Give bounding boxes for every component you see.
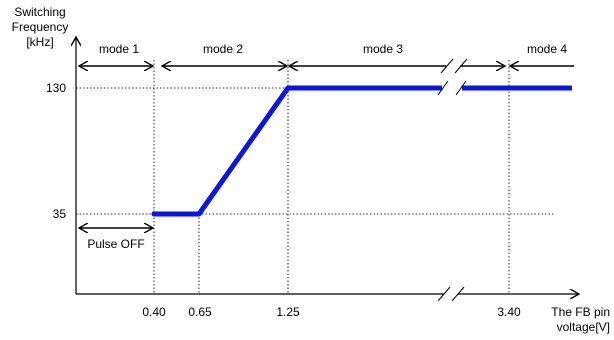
x-tick-label: 3.40	[497, 305, 521, 319]
y-axis-label-line-3: [kHz]	[26, 35, 53, 49]
x-tick-label: 0.65	[188, 305, 212, 319]
frequency-point	[507, 86, 512, 91]
x-axis-break-gap	[444, 287, 458, 301]
frequency-point	[152, 212, 157, 217]
guide-lines	[76, 60, 554, 294]
frequency-point	[197, 212, 202, 217]
mode-4-label: mode 4	[527, 42, 567, 56]
y-tick-label: 130	[46, 81, 66, 95]
x-tick-label: 0.40	[142, 305, 166, 319]
frequency-line-segment	[199, 88, 288, 214]
frequency-point	[286, 86, 291, 91]
x-axis-label-line-1: The FB pin	[551, 305, 610, 319]
mode-2-label: mode 2	[203, 42, 243, 56]
x-axis-label-line-2: voltage[V]	[557, 320, 610, 334]
y-axis-label-line-1: Switching	[14, 5, 65, 19]
y-axis-label-line-2: Frequency	[12, 20, 69, 34]
mode-1-label: mode 1	[99, 42, 139, 56]
x-tick-label: 1.25	[276, 305, 300, 319]
mode-3-arrow-break-gap	[446, 59, 460, 73]
pulse-off-label: Pulse OFF	[87, 237, 144, 251]
y-tick-label: 35	[53, 207, 67, 221]
mode-3-label: mode 3	[363, 42, 403, 56]
